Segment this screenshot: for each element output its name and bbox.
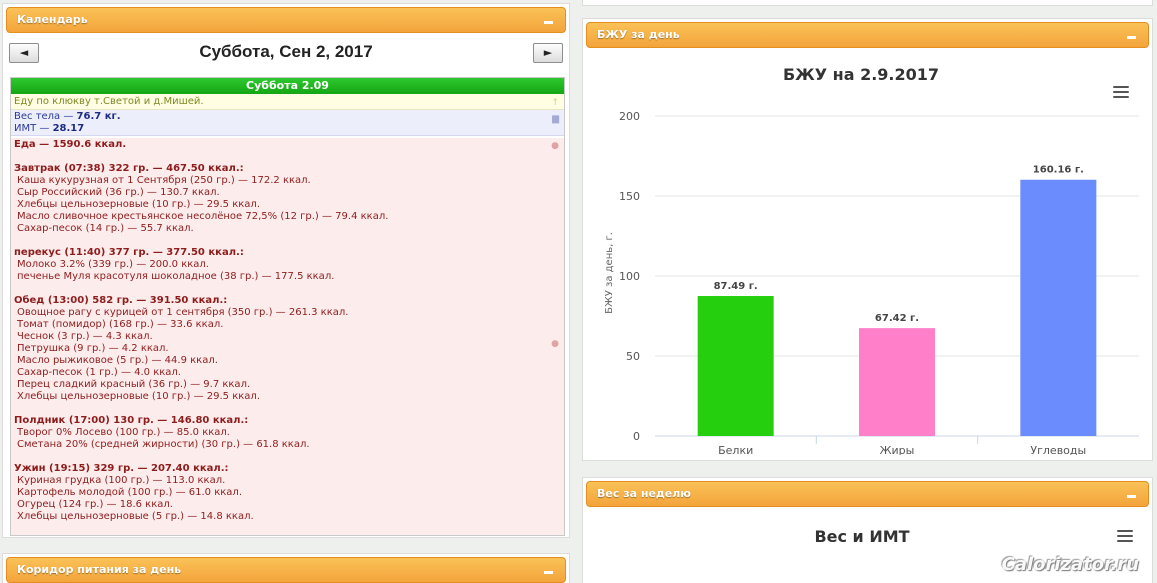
y-tick-label: 0 <box>633 430 640 443</box>
bar-value-label: 67.42 г. <box>875 313 919 324</box>
calendar-panel: Календарь ◄ Суббота, Сен 2, 2017 ► Суббо… <box>2 3 570 538</box>
meal-title: Ужин (19:15) 329 гр. — 207.40 ккал.: <box>14 463 229 474</box>
calendar-date: Суббота, Сен 2, 2017 <box>199 42 373 61</box>
food-total: Еда — 1590.6 ккал. <box>14 139 127 150</box>
meal-title: Обед (13:00) 582 гр. — 391.50 ккал.: <box>14 295 228 306</box>
bju-panel: БЖУ за день БЖУ на 2.9.2017 0 50 100 150 200… <box>582 18 1153 461</box>
day-note[interactable]: Еду по клюкву т.Светой и д.Мишей. ↑ <box>11 94 564 110</box>
meal-gap <box>14 403 561 415</box>
meal-item: Хлебцы цельнозерновые (10 гр.) — 29.5 кк… <box>17 391 261 402</box>
top-panel-fragment <box>582 0 1153 6</box>
weight-value: 76.7 кг. <box>76 111 121 122</box>
left-column: Календарь ◄ Суббота, Сен 2, 2017 ► Суббо… <box>0 0 572 583</box>
bju-panel-title: БЖУ за день <box>597 28 680 41</box>
meal-title: Полдник (17:00) 130 гр. — 146.80 ккал.: <box>14 415 249 426</box>
bju-panel-header[interactable]: БЖУ за день <box>586 22 1149 48</box>
calendar-panel-title: Календарь <box>17 13 88 26</box>
weight-panel-title: Вес за неделю <box>597 487 691 500</box>
chart-bars: 87.49 г. Белки 67.42 г. Жиры 160.16 г. Углево… <box>697 165 1097 457</box>
day-label[interactable]: Суббота 2.09 <box>11 78 564 94</box>
bju-chart-svg: БЖУ на 2.9.2017 0 50 100 150 200 87.49 г. Бел… <box>604 65 1139 457</box>
right-column: БЖУ за день БЖУ на 2.9.2017 0 50 100 150 200… <box>580 0 1157 583</box>
minimize-icon[interactable] <box>1127 495 1136 498</box>
meal-item: Молоко 3.2% (339 гр.) — 200.0 ккал. <box>17 259 209 270</box>
corridor-panel-title: Коридор питания за день <box>17 563 182 576</box>
meal-item: Творог 0% Лосево (100 гр.) — 85.0 ккал. <box>17 427 230 438</box>
meal-item: Сахар-песок (14 гр.) — 55.7 ккал. <box>17 223 194 234</box>
bar[interactable] <box>859 328 935 436</box>
meal-item: Хлебцы цельнозерновые (10 гр.) — 29.5 кк… <box>17 199 261 210</box>
meal-item: Масло сливочное крестьянское несолёное 7… <box>17 211 389 222</box>
bar[interactable] <box>697 296 774 436</box>
minimize-icon[interactable] <box>1127 36 1136 39</box>
meal-gap <box>14 283 561 295</box>
meal-item: Перец сладкий красный (36 гр.) — 9.7 кка… <box>17 379 251 390</box>
meal-gap <box>14 235 561 247</box>
weight-panel-header[interactable]: Вес за неделю <box>586 481 1149 507</box>
note-icon[interactable]: ↑ <box>551 98 559 108</box>
meal-item: Масло рыжиковое (5 гр.) — 44.9 ккал. <box>17 355 218 366</box>
y-tick-label: 100 <box>619 270 640 283</box>
weight-icon[interactable]: ▆ <box>552 114 559 124</box>
x-tick-label: Углеводы <box>1030 444 1086 455</box>
minimize-icon[interactable] <box>544 571 553 574</box>
bju-chart: БЖУ на 2.9.2017 0 50 100 150 200 87.49 г. Бел… <box>588 49 1147 457</box>
y-axis-label: БЖУ за день, г. <box>604 232 615 314</box>
meal-item: печенье Муля красотуля шоколадное (38 гр… <box>17 271 335 282</box>
meal-item: Хлебцы цельнозерновые (5 гр.) — 14.8 кка… <box>17 511 254 522</box>
weight-record[interactable]: Вес тела — 76.7 кг. ИМТ — 28.17 ▆ <box>11 110 564 136</box>
meal-item: Огурец (124 гр.) — 18.6 ккал. <box>17 499 173 510</box>
meal-title: перекус (11:40) 377 гр. — 377.50 ккал.: <box>14 247 244 258</box>
meal-item: Овощное рагу с курицей от 1 сентября (35… <box>17 307 349 318</box>
meal-item: Томат (помидор) (168 гр.) — 33.6 ккал. <box>17 319 224 330</box>
meal-item: Сахар-песок (1 гр.) — 4.0 ккал. <box>17 367 181 378</box>
bmi-label: ИМТ — <box>14 123 53 134</box>
bar[interactable] <box>1020 179 1097 436</box>
meal-item: Петрушка (9 гр.) — 4.2 ккал. <box>17 343 169 354</box>
weight-label: Вес тела — <box>14 111 77 122</box>
minimize-icon[interactable] <box>544 21 553 24</box>
bar-value-label: 160.16 г. <box>1033 165 1084 176</box>
meal-item: Картофель молодой (100 гр.) — 61.0 ккал. <box>17 487 242 498</box>
weight-chart-svg: Вес и ИМТ 77.5 <box>814 527 909 546</box>
x-tick-label: Жиры <box>880 444 915 455</box>
food-icon[interactable]: ● <box>551 141 559 151</box>
meal-item: Сметана 20% (средней жирности) (30 гр.) … <box>17 439 310 450</box>
bar-value-label: 87.49 г. <box>714 281 758 292</box>
weight-chart-title: Вес и ИМТ <box>814 527 909 546</box>
bmi-line: ИМТ — 28.17 <box>14 123 561 135</box>
meal-title: Завтрак (07:38) 322 гр. — 467.50 ккал.: <box>14 163 244 174</box>
chart-menu-icon[interactable] <box>1113 86 1129 98</box>
weight-panel: Вес за неделю Вес и ИМТ 77.5 <box>582 477 1153 583</box>
weight-chart: Вес и ИМТ 77.5 <box>588 508 1147 583</box>
next-day-button[interactable]: ► <box>533 43 563 63</box>
chart-title: БЖУ на 2.9.2017 <box>783 65 939 84</box>
bmi-value: 28.17 <box>52 123 85 134</box>
prev-day-button[interactable]: ◄ <box>9 43 39 63</box>
day-entry: Суббота 2.09 Еду по клюкву т.Светой и д.… <box>10 77 565 536</box>
meal-gap <box>14 451 561 463</box>
y-tick-label: 50 <box>626 350 640 363</box>
meal-item: Куриная грудка (100 гр.) — 113.0 ккал. <box>17 475 226 486</box>
food-log[interactable]: Еда — 1590.6 ккал. ● ● Завтрак (07:38) 3… <box>11 138 564 535</box>
y-tick-label: 200 <box>619 110 640 123</box>
y-tick-label: 150 <box>619 190 640 203</box>
corridor-panel: Коридор питания за день <box>2 553 570 583</box>
x-tick-label: Белки <box>718 444 753 455</box>
chart-menu-icon[interactable] <box>1117 530 1133 542</box>
calendar-panel-header[interactable]: Календарь <box>6 7 566 33</box>
meal-item: Каша кукурузная от 1 Сентября (250 гр.) … <box>17 175 311 186</box>
day-note-text: Еду по клюкву т.Светой и д.Мишей. <box>14 96 204 107</box>
watermark: Calorizator.ru <box>1001 554 1139 575</box>
meal-item: Сыр Российский (36 гр.) — 130.7 ккал. <box>17 187 220 198</box>
meal-gap <box>14 151 561 163</box>
food-icon[interactable]: ● <box>551 339 559 349</box>
corridor-panel-header[interactable]: Коридор питания за день <box>6 557 566 583</box>
weight-line: Вес тела — 76.7 кг. <box>14 111 561 123</box>
meal-item: Чеснок (3 гр.) — 4.3 ккал. <box>17 331 153 342</box>
